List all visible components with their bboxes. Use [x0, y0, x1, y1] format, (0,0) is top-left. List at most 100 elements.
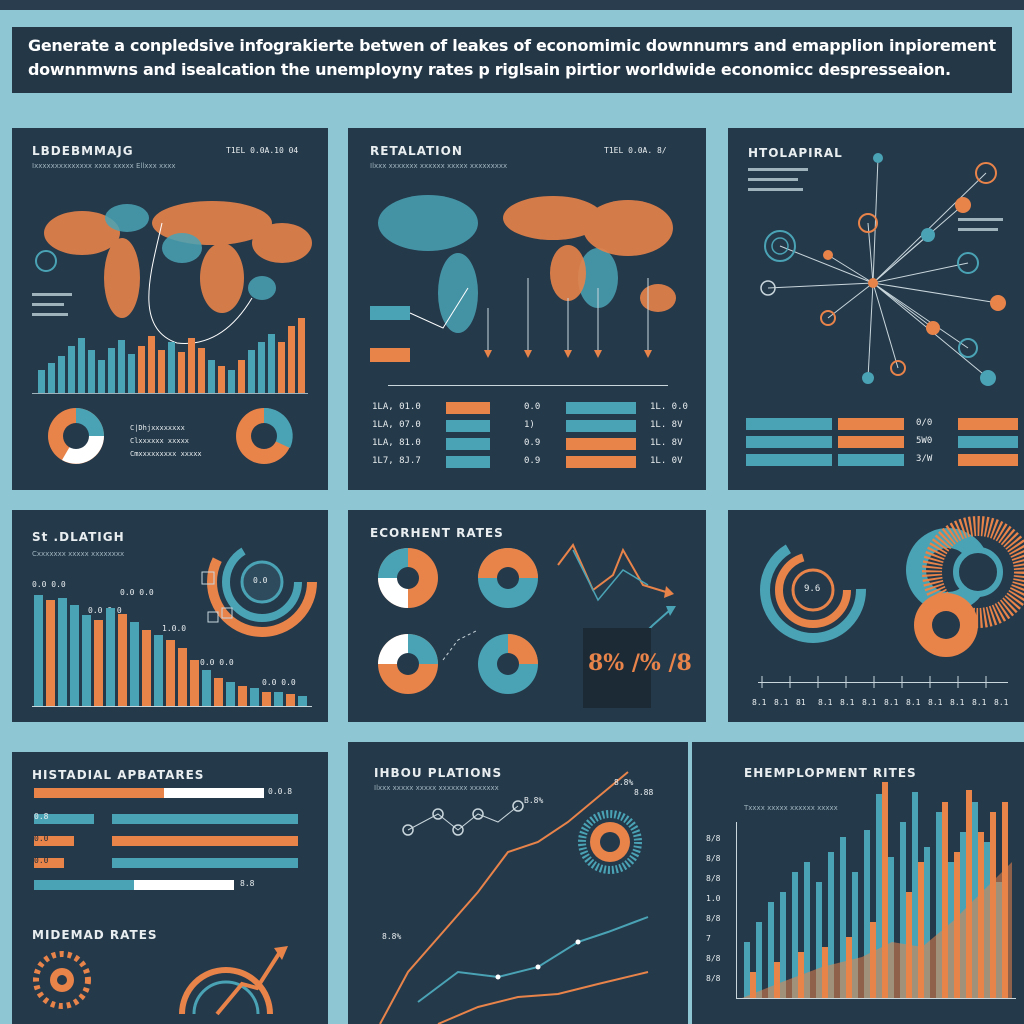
table-chip — [958, 418, 1018, 430]
table-chip — [446, 438, 490, 450]
ring-value: 0.0 — [253, 576, 268, 585]
table-cell: 0.0 — [524, 402, 541, 412]
axis-tick: 8/8 — [706, 854, 721, 863]
table-cell: 1L. 0V — [650, 456, 683, 466]
data-label: B.8% — [524, 796, 544, 805]
panel-title: St .DLATIGH — [32, 530, 125, 544]
table-cell: 1L. 0.0 — [650, 402, 688, 412]
table-cell: 0/0 — [916, 418, 933, 428]
data-label: 8.8% — [382, 932, 402, 941]
table-cell: 3/W — [916, 454, 933, 464]
table-cell: 1LA, 07.0 — [372, 420, 421, 430]
panel-retalation: RETALATION T1EL 0.0A. 8/ Ilxxx xxxxxxx x… — [348, 128, 706, 490]
panel-subtitle: Ixxxxxxxxxxxxxx xxxx xxxxx Ellxxx xxxx — [32, 162, 176, 170]
panel-title: RETALATION — [370, 144, 463, 158]
panel-employment-rates: EHEMPLOPMENT RITES Txxxx xxxxx xxxxxx xx… — [692, 742, 1024, 1024]
axis-tick: 8.1 — [994, 698, 1009, 707]
panel-economent-rates: ECORHENT RATES 8% /% /8 — [348, 510, 706, 722]
panel-date: T1EL 0.0A. 8/ — [604, 146, 667, 155]
legend-item: C|Dhjxxxxxxxx — [130, 424, 185, 432]
table-chip — [958, 436, 1018, 448]
table-cell: 1) — [524, 420, 535, 430]
legend-item: Clxxxxxx xxxxx — [130, 437, 190, 445]
table-chip — [446, 456, 490, 468]
table-chip — [566, 456, 636, 468]
banner: Generate a conpledsive infograkierte bet… — [12, 27, 1012, 93]
axis-tick: 8.1 — [884, 698, 899, 707]
axis-tick: 8.1 — [818, 698, 833, 707]
panel-historical-bars: HISTADIAL APBATARES 0.0.8 0.8 0.0 0.0 8.… — [12, 752, 328, 1024]
line-chart — [379, 771, 649, 1024]
panel-title: IHBOU PLATIONS — [374, 766, 503, 780]
percent-display: 8% /% /8 — [588, 650, 692, 676]
bar-chart — [32, 527, 317, 707]
data-label: 8.88 — [634, 788, 654, 797]
panel-title: EHEMPLOPMENT RITES — [744, 766, 917, 780]
table-cell: 0.9 — [524, 456, 541, 466]
banner-line-1: Generate a conpledsive infograkierte bet… — [28, 36, 996, 55]
table-cell: 1L7, 8J.7 — [372, 456, 421, 466]
table-chip — [446, 420, 490, 432]
bar-label: 0.0 0.0 — [262, 678, 296, 687]
panel-world-map-left: LBDEBMMAJG T1EL 0.0A.10 04 Ixxxxxxxxxxxx… — [12, 128, 328, 490]
panel-subtitle: Cxxxxxxx xxxxx xxxxxxxx — [32, 550, 125, 558]
axis-tick: 1.0 — [706, 894, 721, 903]
axis-tick: 8/8 — [706, 954, 721, 963]
table-cell: 1LA, 81.0 — [372, 438, 421, 448]
table-chip — [838, 418, 904, 430]
axis-tick: 8.1 — [972, 698, 987, 707]
panel-title: HTOLAPIRAL — [748, 146, 843, 160]
bar-label: 0.0 0.0 — [88, 606, 122, 615]
table-cell: 1L. 8V — [650, 420, 683, 430]
panel-stagflation: St .DLATIGH Cxxxxxxx xxxxx xxxxxxxx 0.0 … — [12, 510, 328, 722]
axis-tick: 8.1 — [774, 698, 789, 707]
table-chip — [566, 402, 636, 414]
table-chip — [746, 454, 832, 466]
axis-tick: 81 — [796, 698, 806, 707]
table-chip — [838, 454, 904, 466]
table-chip — [958, 454, 1018, 466]
table-cell: 5W0 — [916, 436, 933, 446]
panel-title: ECORHENT RATES — [370, 526, 504, 540]
ring-value: 9.6 — [804, 584, 821, 594]
panel-subtitle: Ilxxx xxxxxxx xxxxxx xxxxx xxxxxxxxx — [370, 162, 508, 170]
axis-tick: 8/8 — [706, 834, 721, 843]
world-map-chart — [370, 195, 676, 386]
table-cell: 1LA, 01.0 — [372, 402, 421, 412]
bar-label: 1.0.0 — [162, 624, 187, 633]
panel-title: LBDEBMMAJG — [32, 144, 134, 158]
table-chip — [446, 402, 490, 414]
panel-network: HTOLAPIRAL — [728, 128, 1024, 490]
table-chip — [838, 436, 904, 448]
table-chip — [746, 418, 832, 430]
data-label: 8.8% — [614, 778, 634, 787]
panel-rings: 9.6 8.1 8.1 81 8.1 8.1 8.1 8.1 8.1 8.1 8… — [728, 510, 1024, 722]
horizontal-bar-chart — [33, 788, 298, 1016]
axis-tick: 8.1 — [906, 698, 921, 707]
table-cell: 0.9 — [524, 438, 541, 448]
banner-line-2: downnmwns and isealcation the unemployny… — [28, 60, 951, 79]
world-map-chart — [32, 201, 312, 464]
axis-tick: 8.1 — [840, 698, 855, 707]
axis-tick: 8/8 — [706, 914, 721, 923]
panel-subtitle: Txxxx xxxxx xxxxxx xxxxx — [744, 804, 838, 812]
table-chip — [566, 420, 636, 432]
legend-item: Cmxxxxxxxxx xxxxx — [130, 450, 202, 458]
table-cell: 1L. 8V — [650, 438, 683, 448]
panel-date: T1EL 0.0A.10 04 — [226, 146, 299, 155]
axis-tick: 8.1 — [950, 698, 965, 707]
employment-bar-chart — [736, 782, 1016, 999]
axis-tick: 8/8 — [706, 974, 721, 983]
panel-title-secondary: MIDEMAD RATES — [32, 928, 158, 942]
axis-tick: 8/8 — [706, 874, 721, 883]
network-diagram — [748, 153, 1006, 386]
axis-tick: 8.1 — [862, 698, 877, 707]
axis-tick: 8.1 — [752, 698, 767, 707]
bar-value: 8.8 — [240, 879, 255, 888]
bar-value: 0.0.8 — [268, 787, 293, 796]
bar-value: 0.8 — [34, 812, 49, 821]
axis-tick: 8.1 — [928, 698, 943, 707]
table-chip — [566, 438, 636, 450]
bar-value: 0.0 — [34, 834, 49, 843]
bar-label: 0.0 0.0 — [200, 658, 234, 667]
